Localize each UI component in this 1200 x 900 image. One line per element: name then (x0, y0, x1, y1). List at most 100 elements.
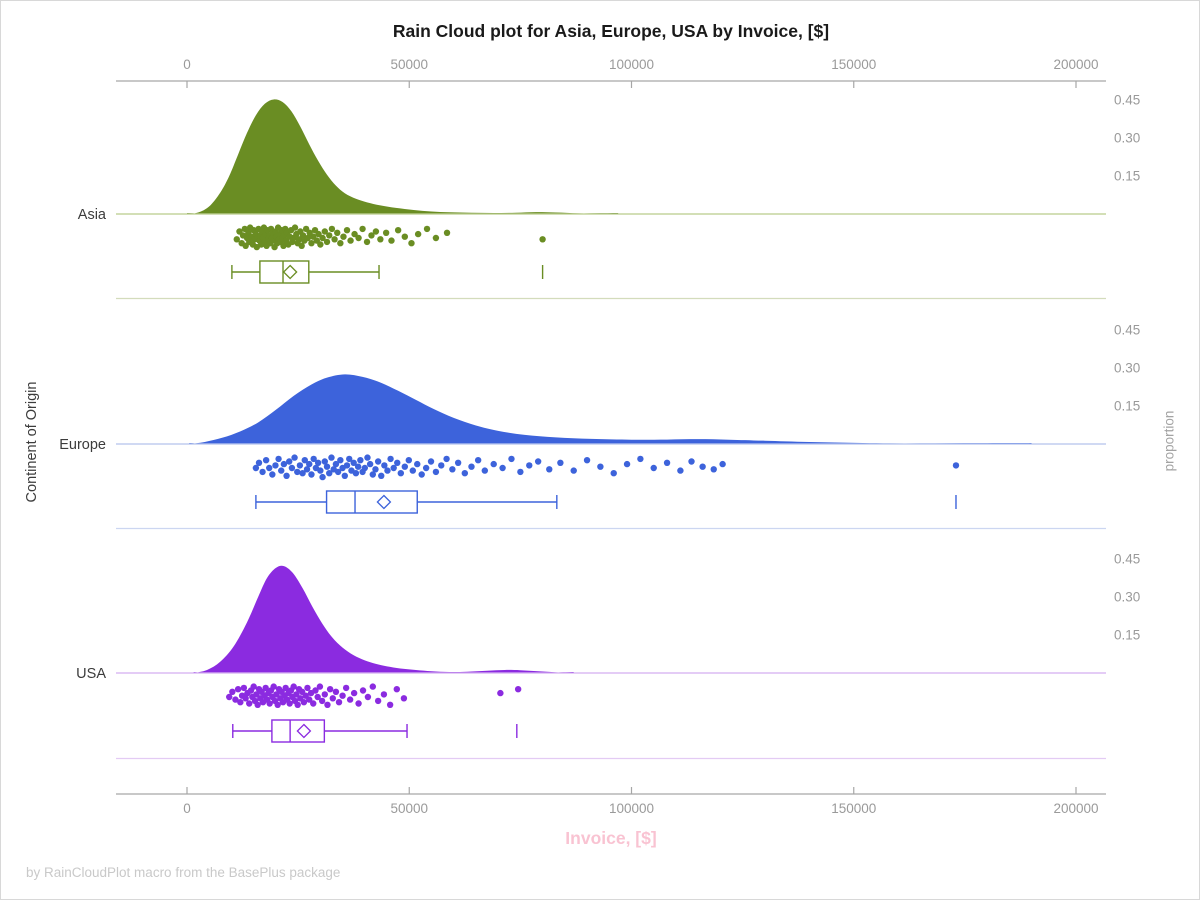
x-axis-top-tick-label: 50000 (390, 57, 428, 72)
proportion-tick-label: 0.15 (1114, 169, 1140, 184)
rain-point (346, 455, 353, 463)
rain-point (326, 232, 333, 239)
rain-point (324, 701, 331, 708)
rain-point (337, 457, 344, 464)
rain-point (315, 230, 322, 238)
rain-point (295, 236, 303, 243)
x-axis-title: Invoice, [$] (565, 828, 657, 848)
rain-point (252, 464, 260, 472)
rain-point (394, 459, 401, 466)
rain-point (384, 467, 391, 474)
rain-point (546, 466, 553, 473)
rain-point (368, 232, 375, 239)
rain-point (382, 229, 390, 236)
category-label-usa: USA (76, 666, 106, 682)
rain-point (359, 225, 366, 233)
rain-point (387, 455, 394, 463)
box-mean-diamond (296, 723, 312, 739)
proportion-tick-label: 0.30 (1114, 131, 1140, 146)
rain-point (341, 472, 348, 479)
rain-point (293, 691, 300, 698)
rain-point (278, 467, 285, 474)
rain-point (422, 464, 430, 472)
rain-point (364, 693, 372, 701)
rain-point (326, 470, 333, 477)
rain-point (355, 700, 362, 707)
rain-point (259, 468, 266, 476)
rain-point (332, 460, 340, 468)
density-cloud-asia (187, 99, 619, 214)
rain-point (242, 695, 249, 702)
rain-point (409, 467, 417, 474)
rain-point (290, 683, 297, 690)
rain-point (423, 225, 431, 233)
rain-point (443, 229, 451, 236)
rain-point (481, 467, 489, 474)
rain-point (377, 236, 384, 243)
x-axis-bottom-tick-label: 100000 (609, 801, 654, 816)
attribution-note: by RainCloudPlot macro from the BasePlus… (26, 865, 341, 880)
rain-point (499, 464, 506, 472)
rain-point (226, 693, 233, 701)
rain-point (280, 460, 288, 468)
rain-point (266, 464, 273, 472)
rain-point (253, 691, 260, 698)
rain-point (351, 230, 358, 238)
rain-point (363, 238, 371, 246)
chart-title: Rain Cloud plot for Asia, Europe, USA by… (392, 21, 830, 41)
rain-point (677, 467, 684, 474)
rain-point (308, 240, 315, 247)
rain-point (310, 700, 317, 707)
rain-point (401, 233, 409, 240)
rain-point (286, 458, 293, 465)
rain-point (275, 455, 282, 463)
rain-point (386, 701, 394, 708)
y-axis-title-left: Continent of Origin (24, 381, 40, 503)
rain-point (294, 701, 301, 708)
rain-point (352, 470, 360, 477)
x-axis-top-tick-label: 200000 (1053, 57, 1098, 72)
rain-point (497, 689, 504, 697)
rain-point (490, 460, 497, 468)
rain-point (401, 463, 409, 470)
rain-point (286, 700, 293, 707)
box-mean-diamond (282, 264, 298, 280)
rain-point (623, 460, 631, 468)
rain-point (233, 236, 240, 243)
rain-point (357, 457, 364, 464)
rain-point (364, 454, 371, 461)
x-axis-bottom-tick-label: 200000 (1053, 801, 1098, 816)
rain-point (432, 234, 440, 242)
rain-point (321, 691, 328, 698)
proportion-tick-label: 0.30 (1114, 361, 1140, 376)
rain-point (361, 464, 368, 472)
proportion-tick-label: 0.45 (1114, 552, 1140, 567)
density-cloud-usa (193, 565, 574, 673)
rain-point (266, 700, 273, 707)
rain-point (517, 468, 524, 476)
density-cloud-europe (189, 374, 1032, 444)
x-axis-bottom-tick-label: 150000 (831, 801, 876, 816)
rain-point (427, 458, 435, 465)
rain-point (310, 455, 317, 463)
rain-point (637, 455, 644, 463)
rain-point (400, 695, 408, 702)
rain-point (688, 458, 695, 465)
proportion-tick-label: 0.30 (1114, 590, 1140, 605)
rain-point (306, 696, 313, 703)
proportion-tick-label: 0.15 (1114, 399, 1140, 414)
rain-point (300, 699, 308, 706)
x-axis-bottom-tick-label: 50000 (390, 801, 428, 816)
rain-point (526, 462, 533, 469)
rain-point (570, 467, 577, 474)
proportion-tick-label: 0.45 (1114, 323, 1140, 338)
rain-point (282, 684, 289, 692)
rain-point (414, 460, 421, 468)
rain-point (381, 462, 388, 469)
rain-point (340, 233, 347, 240)
rain-point (273, 691, 280, 698)
rain-point (372, 466, 379, 473)
rain-point (350, 459, 357, 466)
rain-point (262, 684, 269, 692)
